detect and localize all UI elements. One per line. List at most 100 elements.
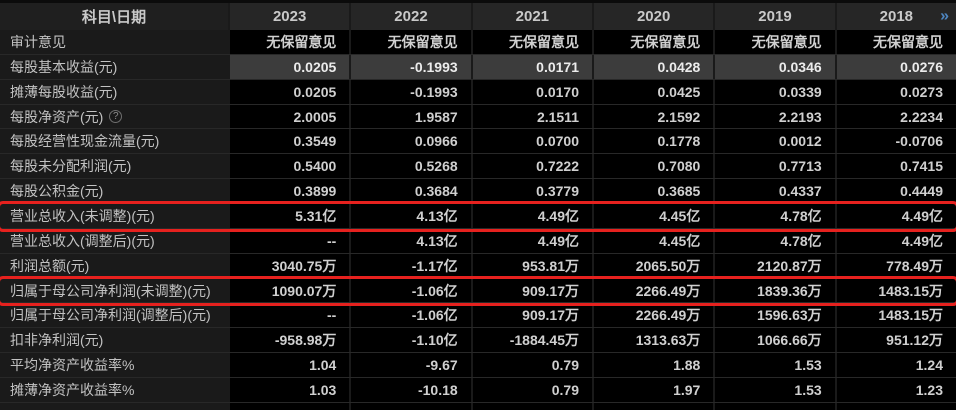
table-row-8[interactable]: 营业总收入(未调整)(元) 5.31亿 4.13亿 4.49亿 4.45亿 4.78亿 4.… [0,201,956,232]
value-cell: 无保留意见 [470,30,592,54]
row-label-text: 摊薄每股收益(元) [10,83,118,100]
row-label-text: 营业总收入(未调整)(元) [10,207,155,224]
value-cell: 0.3685 [592,179,714,204]
value-cell: -- [228,303,350,328]
value-cell: -1.10亿 [349,328,471,353]
row-label: 每股净资产(元)? [0,104,228,129]
value-cell: 951.12万 [834,328,956,353]
value-cell: 0.4337 [713,179,835,204]
value-cell: 3040.75万 [228,253,350,278]
value-cell: 0.7222 [470,154,592,179]
row-label-text: 审计意见 [10,33,66,50]
header-year-2023[interactable]: 2023 [228,3,350,30]
value-cell: 0.0700 [470,129,592,154]
value-cell: 0.0428 [592,54,714,79]
table-row-7[interactable]: 每股公积金(元) 0.3899 0.3684 0.3779 0.3685 0.4337 0.… [0,179,956,205]
value-cell [228,402,350,410]
header-year-2019[interactable]: 2019 [713,3,835,30]
value-cell [592,402,714,410]
value-cell: -0.0706 [834,129,956,154]
row-label: 每股基本收益(元) [0,54,228,79]
value-cell: 0.0425 [592,79,714,104]
table-row-10[interactable]: 利润总额(元) 3040.75万 -1.17亿 953.81万 2065.50万 2120… [0,253,956,279]
value-cell: 1.03 [228,378,350,402]
row-label: 每股公积金(元) [0,179,228,204]
value-cell: 无保留意见 [834,30,956,54]
header-year-2021[interactable]: 2021 [470,3,592,30]
value-cell: 1.97 [592,378,714,402]
help-icon[interactable]: ? [109,110,123,123]
value-cell: 1.9587 [349,104,471,129]
value-cell: 4.13亿 [349,228,471,253]
value-cell: 0.0346 [713,54,835,79]
table-row-1[interactable]: 审计意见 无保留意见 无保留意见 无保留意见 无保留意见 无保留意见 无保留意见 [0,30,956,55]
value-cell: 0.79 [470,353,592,378]
table-row-5[interactable]: 每股经营性现金流量(元) 0.3549 0.0966 0.0700 0.1778 0.00… [0,129,956,155]
value-cell: 4.78亿 [713,228,835,253]
value-cell: 0.0276 [834,54,956,79]
value-cell: 2065.50万 [592,253,714,278]
header-year-2018[interactable]: 2018 [834,3,956,30]
value-cell: 4.45亿 [592,228,714,253]
value-cell [349,402,471,410]
value-cell: 4.49亿 [834,204,956,228]
value-cell: 0.0170 [470,79,592,104]
partial-next-row [0,402,956,410]
value-cell: 无保留意见 [592,30,714,54]
row-label: 每股经营性现金流量(元) [0,129,228,154]
value-cell [470,402,592,410]
value-cell: 0.7415 [834,154,956,179]
table-row-11[interactable]: 归属于母公司净利润(未调整)(元) 1090.07万 -1.06亿 909.17万 22… [0,275,956,307]
row-label-text: 扣非净利润(元) [10,332,104,349]
value-cell: 0.0205 [228,79,350,104]
row-label-text: 归属于母公司净利润(未调整)(元) [10,282,211,299]
row-label-text: 每股未分配利润(元) [10,158,132,175]
value-cell: 0.79 [470,378,592,402]
row-label: 平均净资产收益率% [0,353,228,378]
table-row-12[interactable]: 归属于母公司净利润(调整后)(元) -- -1.06亿 909.17万 2266.49万… [0,303,956,329]
value-cell: -1.17亿 [349,253,471,278]
row-label: 摊薄净资产收益率% [0,378,228,402]
table-row-15[interactable]: 摊薄净资产收益率% 1.03 -10.18 0.79 1.97 1.53 1.23 [0,378,956,403]
value-cell: 4.78亿 [713,204,835,228]
value-cell: 0.1778 [592,129,714,154]
value-cell: 1.53 [713,353,835,378]
value-cell: 778.49万 [834,253,956,278]
more-years-icon[interactable]: » [940,7,949,25]
header-subject-date: 科目\日期 [81,9,147,26]
header-year-2020[interactable]: 2020 [592,3,714,30]
table-row-14[interactable]: 平均净资产收益率% 1.04 -9.67 0.79 1.88 1.53 1.24 [0,353,956,379]
row-label: 利润总额(元) [0,253,228,278]
value-cell: 953.81万 [470,253,592,278]
value-cell: 909.17万 [470,303,592,328]
value-cell: -10.18 [349,378,471,402]
table-row-3[interactable]: 摊薄每股收益(元) 0.0205 -0.1993 0.0170 0.0425 0.0339… [0,79,956,105]
value-cell: 0.0966 [349,129,471,154]
table-row-9[interactable]: 营业总收入(调整后)(元) -- 4.13亿 4.49亿 4.45亿 4.78亿 4.49亿 [0,228,956,254]
value-cell: 1.04 [228,353,350,378]
table-row-6[interactable]: 每股未分配利润(元) 0.5400 0.5268 0.7222 0.7080 0.7713… [0,154,956,180]
row-label-text: 利润总额(元) [10,257,90,274]
table-row-2[interactable]: 每股基本收益(元) 0.0205 -0.1993 0.0171 0.0428 0.0346… [0,54,956,80]
value-cell: 0.0273 [834,79,956,104]
value-cell: 0.3779 [470,179,592,204]
value-cell: 4.49亿 [470,204,592,228]
value-cell [834,402,956,410]
header-year-2022[interactable]: 2022 [349,3,471,30]
table-row-4[interactable]: 每股净资产(元)? 2.0005 1.9587 2.1511 2.1592 2.2193 2… [0,104,956,130]
value-cell: 1.24 [834,353,956,378]
value-cell: 0.3899 [228,179,350,204]
table-row-13[interactable]: 扣非净利润(元) -958.98万 -1.10亿 -1884.45万 1313.63万 1… [0,328,956,354]
row-label-text: 每股净资产(元) [10,108,104,125]
value-cell: 0.5268 [349,154,471,179]
value-cell: 无保留意见 [713,30,835,54]
table-header: 科目\日期 2023 2022 2021 2020 2019 2018» [0,0,956,30]
row-label-text: 营业总收入(调整后)(元) [10,232,155,249]
row-label: 归属于母公司净利润(未调整)(元) [0,278,228,303]
value-cell: 4.13亿 [349,204,471,228]
value-cell: 2266.49万 [592,278,714,303]
value-cell [713,402,835,410]
row-label-text: 摊薄净资产收益率% [10,381,135,398]
value-cell: -1884.45万 [470,328,592,353]
value-cell: -1.06亿 [349,303,471,328]
